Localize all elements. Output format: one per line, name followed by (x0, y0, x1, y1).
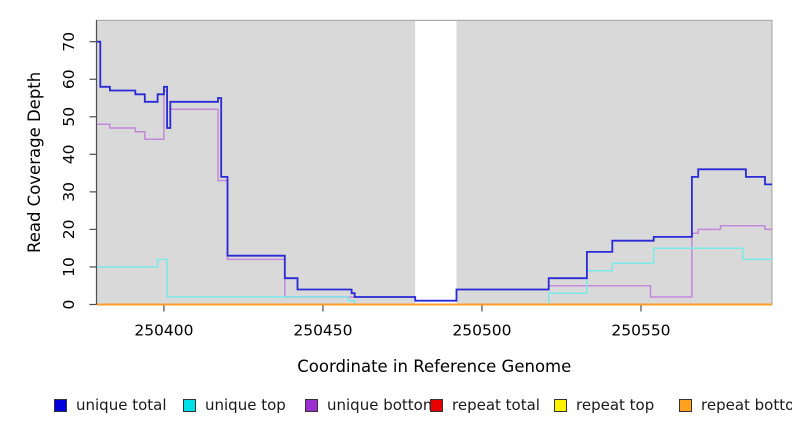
y-tick-label: 30 (60, 182, 78, 202)
y-tick-label: 50 (60, 107, 78, 127)
y-axis-title: Read Coverage Depth (25, 72, 44, 253)
legend-swatch-repeat-bottom (679, 399, 692, 412)
legend-label-repeat-bottom: repeat bottom (701, 396, 792, 414)
series-line-unique-total (97, 40, 772, 302)
legend-label-unique-top: unique top (205, 396, 286, 414)
x-axis-title: Coordinate in Reference Genome (297, 357, 571, 376)
y-tick-label: 60 (60, 69, 78, 89)
x-tick-label: 250550 (611, 322, 670, 340)
y-tick-label: 70 (60, 32, 78, 52)
series-line-unique-top (97, 247, 772, 306)
legend-label-unique-total: unique total (76, 396, 167, 414)
x-tick-label: 250450 (293, 322, 352, 340)
legend-label-unique-bottom: unique bottom (327, 396, 438, 414)
legend-swatch-unique-total (54, 399, 67, 412)
legend-item-unique-total: unique total (54, 397, 167, 414)
y-tick-label: 10 (60, 257, 78, 277)
legend-item-unique-top: unique top (183, 397, 286, 414)
legend-label-repeat-top: repeat top (576, 396, 655, 414)
y-tick-label: 20 (60, 220, 78, 240)
legend-label-repeat-total: repeat total (452, 396, 540, 414)
y-tick-label: 40 (60, 144, 78, 164)
masked-region (415, 21, 457, 304)
y-tick-label: 0 (60, 300, 78, 310)
legend: unique total unique top unique bottom re… (0, 397, 792, 417)
legend-swatch-repeat-top (554, 399, 567, 412)
legend-item-unique-bottom: unique bottom (305, 397, 437, 414)
legend-swatch-repeat-total (430, 399, 443, 412)
legend-item-repeat-top: repeat top (554, 397, 654, 414)
legend-item-repeat-bottom: repeat bottom (679, 397, 792, 414)
legend-item-repeat-total: repeat total (430, 397, 540, 414)
x-tick-label: 250400 (134, 322, 193, 340)
x-tick-label: 250500 (452, 322, 511, 340)
legend-swatch-unique-bottom (305, 399, 318, 412)
legend-swatch-unique-top (183, 399, 196, 412)
